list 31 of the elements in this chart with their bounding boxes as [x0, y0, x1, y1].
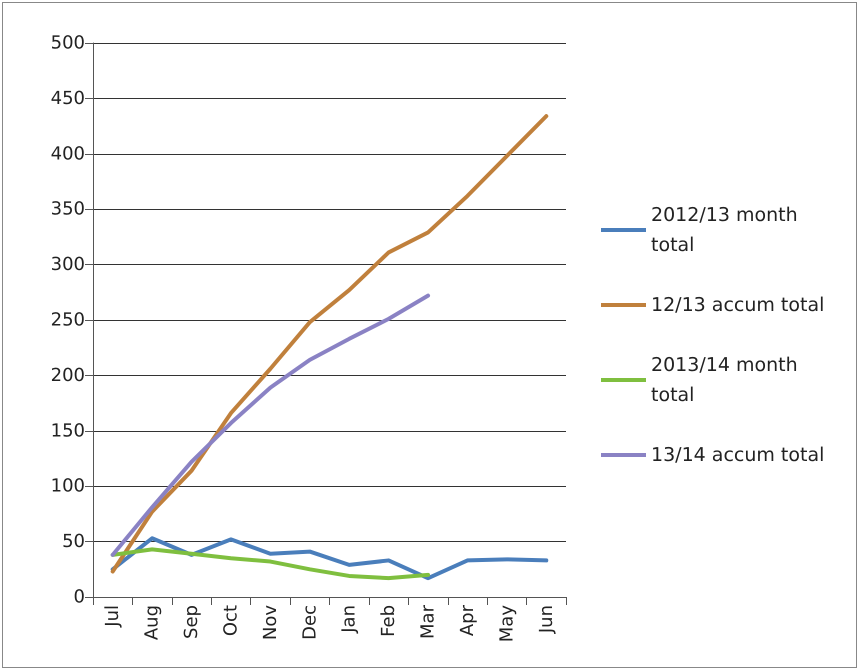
- y-tick-label: 250: [50, 310, 85, 330]
- x-tick-label: Mar: [418, 604, 439, 639]
- line-series: [110, 114, 548, 574]
- y-tick-label: 0: [74, 586, 85, 608]
- y-tick-label: 400: [50, 143, 85, 164]
- x-tick-label: Aug: [142, 605, 163, 640]
- y-tick-label: 150: [50, 420, 85, 442]
- x-tick-label: Jul: [102, 605, 124, 628]
- x-tick-label: May: [496, 604, 518, 642]
- y-tick-label: 200: [50, 364, 85, 386]
- y-tick-label: 500: [50, 32, 85, 54]
- legend-label: 13/14 accum total: [651, 444, 824, 466]
- y-tick-label: 350: [50, 198, 85, 220]
- line-series: [110, 547, 430, 580]
- x-tick-label: Dec: [299, 605, 320, 640]
- legend-label: 2013/14 month total: [651, 354, 804, 406]
- y-tick-label: 50: [62, 531, 85, 552]
- x-tick-label: Sep: [181, 605, 202, 639]
- x-tick-label: Feb: [378, 605, 400, 637]
- x-tick-label: Jun: [536, 605, 557, 634]
- legend-label: 12/13 accum total: [651, 294, 824, 316]
- y-tick-label: 300: [50, 254, 85, 276]
- x-tick-label: Oct: [220, 605, 242, 636]
- y-tick-label: 450: [50, 88, 85, 109]
- legend-label: 2012/13 month total: [651, 204, 804, 256]
- x-tick-label: Jan: [338, 605, 360, 634]
- line-series: [110, 536, 548, 580]
- x-tick-label: Nov: [260, 604, 281, 640]
- y-tick-label: 100: [50, 476, 85, 497]
- line-series: [110, 294, 430, 557]
- x-tick-label: Apr: [456, 604, 478, 636]
